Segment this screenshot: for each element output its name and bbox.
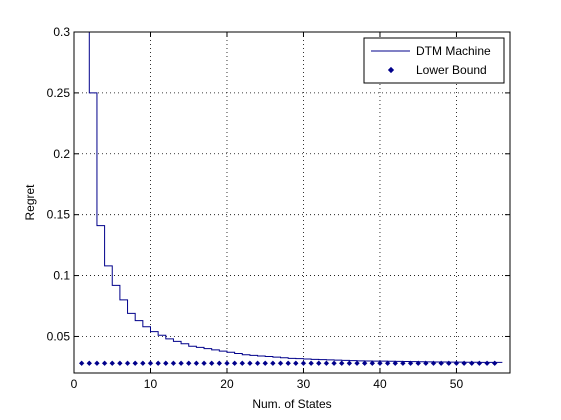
- lower-bound-point: [147, 360, 154, 367]
- lower-bound-point: [247, 360, 253, 367]
- x-tick-label: 0: [71, 377, 78, 391]
- lower-bound-point: [407, 360, 414, 367]
- lower-bound-point: [316, 360, 322, 367]
- legend-label-lower-bound: Lower Bound: [416, 63, 487, 77]
- lower-bound-point: [216, 360, 223, 367]
- lower-bound-point: [140, 360, 146, 367]
- lower-bound-point: [400, 360, 406, 367]
- lower-bound-point: [338, 360, 345, 367]
- lower-bound-point: [86, 360, 93, 367]
- y-tick-label: 0.3: [53, 25, 70, 39]
- lower-bound-point: [262, 360, 268, 367]
- lower-bound-point: [285, 360, 291, 367]
- y-tick-label: 0.15: [47, 208, 71, 222]
- lower-bound-point: [78, 360, 85, 367]
- lower-bound-point: [354, 360, 360, 367]
- lower-bound-point: [239, 360, 246, 367]
- grid: [74, 31, 510, 373]
- x-tick-label: 40: [373, 377, 387, 391]
- lower-bound-point: [438, 360, 444, 367]
- lower-bound-point: [384, 360, 391, 367]
- x-tick-label: 10: [144, 377, 158, 391]
- lower-bound-point: [293, 360, 299, 367]
- lower-bound-point: [224, 360, 230, 367]
- lower-bound-point: [270, 360, 276, 367]
- legend-label-dtm-machine: DTM Machine: [416, 44, 491, 58]
- lower-bound-point: [300, 360, 307, 367]
- series-dtm-machine-line: [81, 31, 503, 363]
- lower-bound-point: [94, 360, 100, 367]
- lower-bound-point: [392, 360, 399, 367]
- lower-bound-point: [430, 360, 437, 367]
- lower-bound-point: [193, 360, 200, 367]
- lower-bound-point: [491, 360, 498, 367]
- series-layer: [78, 31, 503, 367]
- lower-bound-point: [346, 360, 353, 367]
- x-axis-label: Num. of States: [252, 397, 331, 411]
- y-tick-label: 0.1: [53, 269, 70, 283]
- lower-bound-point: [117, 360, 123, 367]
- lower-bound-point: [132, 360, 138, 367]
- plot-frame: [73, 31, 511, 374]
- legend: DTM Machine Lower Bound: [363, 37, 505, 84]
- y-axis-label: Regret: [23, 184, 37, 221]
- lower-bound-point: [484, 360, 490, 367]
- x-tick-label: 50: [450, 377, 464, 391]
- x-tick-label: 30: [297, 377, 311, 391]
- lower-bound-point: [453, 360, 460, 367]
- lower-bound-point: [277, 360, 284, 367]
- lower-bound-point: [124, 360, 131, 367]
- lower-bound-point: [331, 360, 337, 367]
- lower-bound-point: [461, 360, 467, 367]
- lower-bound-point: [446, 360, 452, 367]
- lower-bound-point: [423, 360, 429, 367]
- lower-bound-point: [231, 360, 238, 367]
- lower-bound-point: [109, 360, 115, 367]
- lower-bound-point: [361, 360, 368, 367]
- lower-bound-point: [254, 360, 261, 367]
- x-tick-label: 20: [220, 377, 234, 391]
- lower-bound-point: [208, 360, 215, 367]
- y-tick-label: 0.2: [53, 147, 70, 161]
- lower-bound-point: [155, 360, 161, 367]
- lower-bound-point: [369, 360, 376, 367]
- lower-bound-point: [415, 360, 421, 367]
- lower-bound-point: [163, 360, 169, 367]
- lower-bound-point: [323, 360, 330, 367]
- legend-box: [363, 37, 505, 84]
- lower-bound-point: [476, 360, 483, 367]
- lower-bound-point: [185, 360, 192, 367]
- lower-bound-point: [101, 360, 108, 367]
- lower-bound-point: [201, 360, 207, 367]
- axis-ticks: 0 10 20 30 40 50 0.05 0.1 0.15 0.2 0.25 0.3: [47, 25, 510, 391]
- lower-bound-point: [178, 360, 184, 367]
- lower-bound-point: [377, 360, 383, 367]
- legend-marker-lower-bound: [387, 66, 395, 74]
- y-tick-label: 0.25: [47, 86, 71, 100]
- lower-bound-point: [170, 360, 177, 367]
- y-tick-label: 0.05: [47, 329, 71, 343]
- lower-bound-point: [308, 360, 314, 367]
- lower-bound-point: [469, 360, 475, 367]
